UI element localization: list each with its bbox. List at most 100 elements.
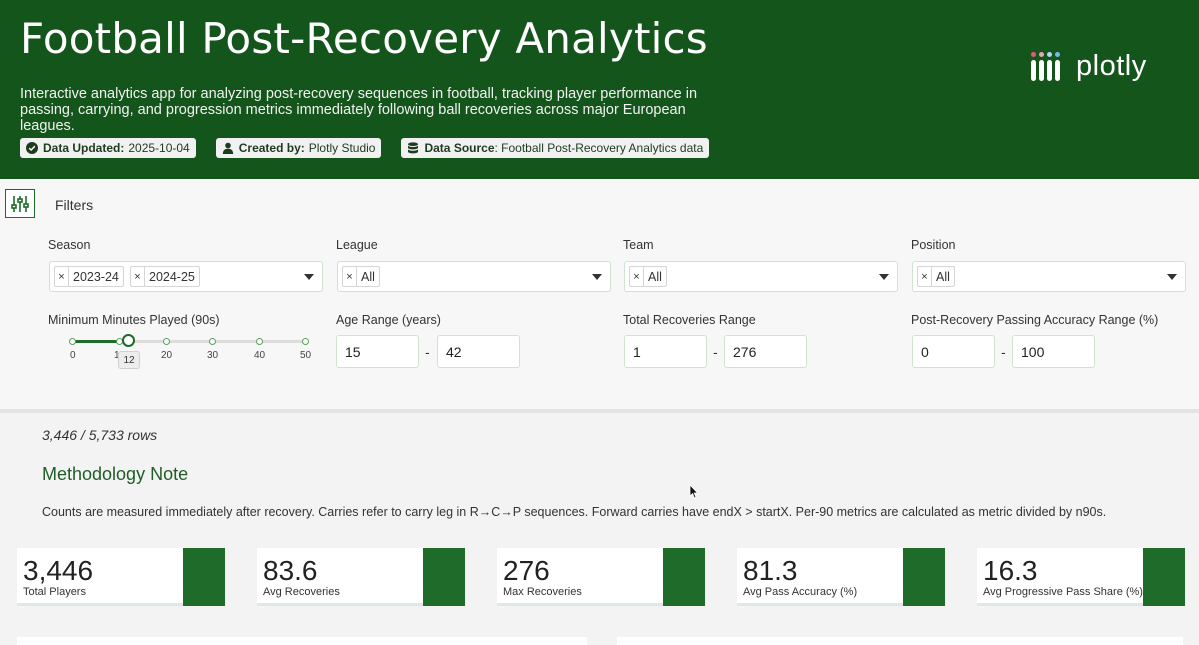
minutes-slider-fill: [72, 340, 129, 343]
range-separator: -: [713, 344, 718, 360]
mouse-cursor-icon: [689, 483, 699, 504]
minutes-slider-handle[interactable]: [122, 334, 135, 347]
passing-max-input[interactable]: 100: [1012, 335, 1095, 368]
kpi-accent-bar: [423, 548, 465, 606]
remove-chip-icon[interactable]: ×: [131, 267, 145, 286]
methodology-text: Counts are measured immediately after re…: [42, 505, 1107, 519]
filters-panel: Filters Season League Team Position × 20…: [0, 179, 1199, 410]
team-select[interactable]: × All: [624, 261, 898, 292]
database-icon: [407, 142, 419, 154]
check-circle-icon: [26, 142, 38, 154]
badge-label: Created by:: [238, 141, 305, 155]
kpi-value: 16.3: [983, 555, 1038, 586]
chip-label: All: [361, 269, 375, 284]
position-label: Position: [911, 238, 956, 252]
team-label: Team: [623, 238, 654, 252]
team-chip: × All: [629, 266, 667, 287]
kpi-card-total-players: 3,446 Total Players: [17, 548, 225, 606]
kpi-label: Max Recoveries: [503, 586, 582, 598]
remove-chip-icon[interactable]: ×: [630, 267, 644, 286]
slider-tick-label: 20: [161, 350, 173, 361]
recoveries-label: Total Recoveries Range: [623, 313, 756, 327]
age-label: Age Range (years): [336, 313, 441, 327]
data-updated-badge: Data Updated: 2025-10-04: [20, 138, 196, 158]
recoveries-max-input[interactable]: 276: [724, 335, 807, 368]
chevron-down-icon[interactable]: [304, 274, 314, 280]
league-chip: × All: [342, 266, 380, 287]
chip-label: 2023-24: [73, 269, 119, 284]
kpi-card-avg-recoveries: 83.6 Avg Recoveries: [257, 548, 465, 606]
plotly-logo-icon: [1031, 52, 1066, 81]
kpi-accent-bar: [1143, 548, 1185, 606]
minutes-slider-track[interactable]: [72, 340, 306, 343]
range-separator: -: [425, 344, 430, 360]
league-select[interactable]: × All: [337, 261, 611, 292]
kpi-card-max-recoveries: 276 Max Recoveries: [497, 548, 705, 606]
page-title: Football Post-Recovery Analytics: [20, 14, 708, 63]
kpi-label: Avg Pass Accuracy (%): [743, 586, 858, 598]
sliders-icon: [11, 195, 29, 212]
kpi-label: Total Players: [23, 586, 86, 598]
kpi-accent-bar: [903, 548, 945, 606]
remove-chip-icon[interactable]: ×: [343, 267, 357, 286]
season-select[interactable]: × 2023-24 × 2024-25: [49, 261, 323, 292]
info-badges: Data Updated: 2025-10-04 Created by: Plo…: [20, 138, 710, 158]
age-max-input[interactable]: 42: [437, 335, 520, 368]
chip-label: All: [936, 269, 950, 284]
kpi-accent-bar: [183, 548, 225, 606]
slider-mark: [209, 338, 216, 345]
minutes-label: Minimum Minutes Played (90s): [48, 313, 220, 327]
filter-toggle-button[interactable]: [5, 189, 35, 218]
kpi-card-avg-pass-accuracy: 81.3 Avg Pass Accuracy (%): [737, 548, 945, 606]
data-source-badge: Data Source : Football Post-Recovery Ana…: [401, 138, 710, 158]
badge-value: Plotly Studio: [308, 141, 376, 155]
kpi-label: Avg Recoveries: [263, 586, 340, 598]
position-chip: × All: [917, 266, 955, 287]
season-chip: × 2023-24: [54, 266, 124, 287]
user-icon: [222, 142, 234, 154]
badge-label: Data Source: [424, 141, 495, 155]
plotly-logo[interactable]: plotly: [1031, 50, 1147, 83]
passing-min-input[interactable]: 0: [912, 335, 995, 368]
recoveries-min-input[interactable]: 1: [624, 335, 707, 368]
slider-tick-label: 0: [70, 350, 76, 361]
range-separator: -: [1001, 344, 1006, 360]
created-by-badge: Created by: Plotly Studio: [215, 138, 382, 158]
app-header: Football Post-Recovery Analytics Interac…: [0, 0, 1199, 179]
badge-value: : Football Post-Recovery Analytics data: [494, 141, 704, 155]
remove-chip-icon[interactable]: ×: [918, 267, 932, 286]
slider-tick-label: 50: [300, 350, 312, 361]
kpi-value: 3,446: [23, 555, 94, 586]
slider-tick-label: 40: [254, 350, 266, 361]
season-chip: × 2024-25: [130, 266, 200, 287]
chart-card-top: [17, 637, 587, 645]
season-label: Season: [48, 238, 91, 252]
age-min-input[interactable]: 15: [336, 335, 419, 368]
slider-mark: [69, 338, 76, 345]
rows-count: 3,446 / 5,733 rows: [42, 427, 158, 443]
remove-chip-icon[interactable]: ×: [55, 267, 69, 286]
filters-title: Filters: [55, 197, 94, 213]
chevron-down-icon[interactable]: [592, 274, 602, 280]
chip-label: 2024-25: [149, 269, 195, 284]
chart-card-top: [617, 637, 1183, 645]
kpi-value: 81.3: [743, 555, 798, 586]
position-select[interactable]: × All: [912, 261, 1186, 292]
chevron-down-icon[interactable]: [1167, 274, 1177, 280]
league-label: League: [336, 238, 378, 252]
methodology-title: Methodology Note: [42, 464, 189, 484]
logo-text: plotly: [1076, 50, 1147, 82]
chevron-down-icon[interactable]: [879, 274, 889, 280]
slider-mark: [256, 338, 263, 345]
passing-label: Post-Recovery Passing Accuracy Range (%): [911, 313, 1159, 327]
chip-label: All: [648, 269, 662, 284]
badge-label: Data Updated:: [43, 141, 125, 155]
slider-mark: [302, 338, 309, 345]
slider-tick-label: 30: [207, 350, 219, 361]
kpi-value: 83.6: [263, 555, 318, 586]
slider-mark: [163, 338, 170, 345]
section-divider: [0, 409, 1199, 413]
page-description: Interactive analytics app for analyzing …: [20, 86, 698, 134]
kpi-card-avg-progressive-pass-share: 16.3 Avg Progressive Pass Share (%): [977, 548, 1185, 606]
kpi-label: Avg Progressive Pass Share (%): [983, 586, 1143, 598]
